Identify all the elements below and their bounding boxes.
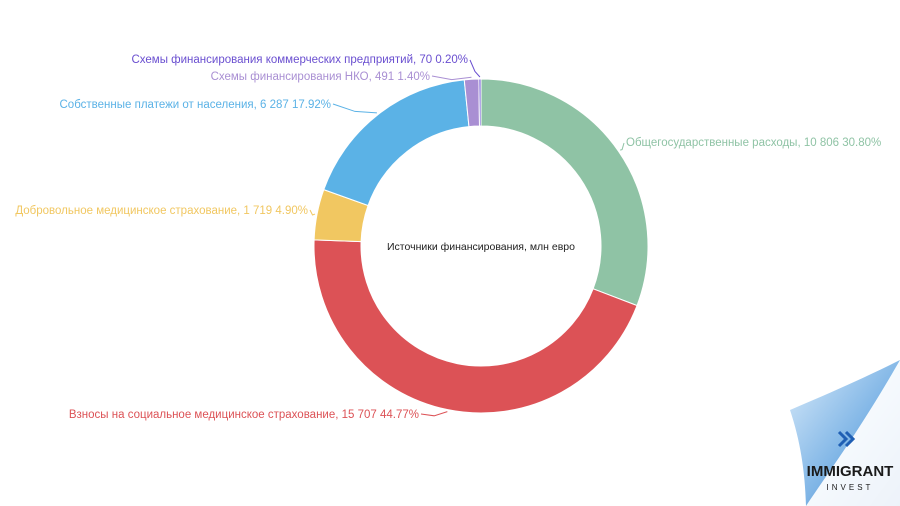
slice-label-3: Собственные платежи от населения, 6 287 … bbox=[60, 99, 332, 111]
leader-lines bbox=[309, 59, 625, 417]
leader-line-4 bbox=[431, 75, 472, 81]
leader-line-0 bbox=[620, 142, 625, 151]
donut-slices bbox=[313, 78, 649, 414]
slice-label-4: Схемы финансирования НКО, 491 1.40% bbox=[211, 71, 430, 83]
leader-line-1 bbox=[420, 411, 448, 417]
leader-line-2 bbox=[309, 209, 316, 216]
donut-slice-5 bbox=[478, 78, 482, 127]
slice-label-2: Добровольное медицинское страхование, 1 … bbox=[15, 205, 308, 217]
chart-title: Источники финансирования, млн евро bbox=[387, 241, 575, 253]
slice-label-5: Схемы финансирования коммерческих предпр… bbox=[131, 54, 468, 66]
slice-labels: Общегосударственные расходы, 10 806 30.8… bbox=[15, 54, 881, 421]
donut-slice-3 bbox=[323, 79, 470, 207]
slice-label-1: Взносы на социальное медицинское страхов… bbox=[69, 409, 419, 421]
donut-slice-1 bbox=[313, 239, 638, 414]
slice-label-0: Общегосударственные расходы, 10 806 30.8… bbox=[626, 137, 881, 149]
donut-slice-0 bbox=[480, 78, 649, 307]
leader-line-5 bbox=[469, 59, 481, 78]
leader-line-3 bbox=[332, 103, 377, 114]
